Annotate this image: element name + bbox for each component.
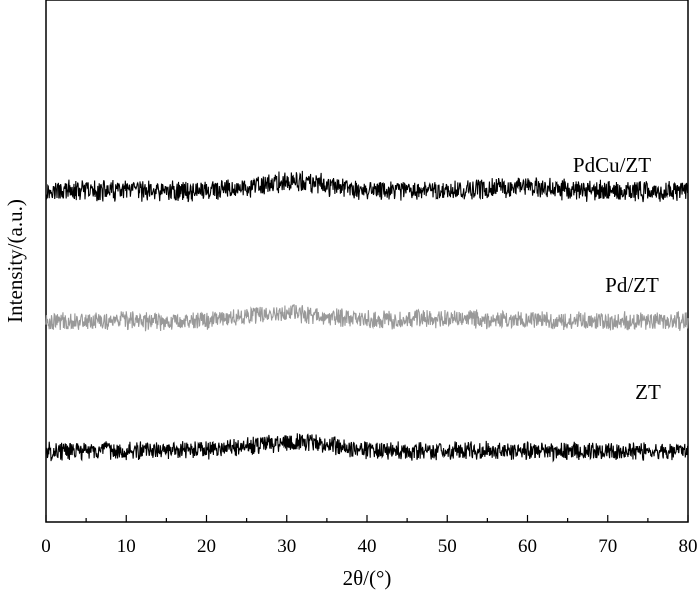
x-tick-label: 50: [438, 536, 457, 557]
x-tick-label: 60: [518, 536, 537, 557]
series-line-pd-zt: [45, 304, 689, 332]
x-tick-label: 40: [358, 536, 377, 557]
series-label: Pd/ZT: [605, 273, 659, 297]
x-tick-label: 10: [117, 536, 136, 557]
x-axis-tick-labels: 0 10 20 30 40 50 60 70 80: [41, 536, 697, 557]
x-axis-title: 2θ/(°): [343, 566, 392, 590]
y-axis-title: Intensity/(a.u.): [3, 199, 27, 323]
x-tick-label: 80: [679, 536, 698, 557]
x-axis-ticks: [45, 515, 689, 522]
x-tick-label: 70: [598, 536, 617, 557]
series-labels: PdCu/ZT Pd/ZT ZT: [573, 153, 661, 404]
x-tick-label: 20: [197, 536, 216, 557]
series-line-zt: [45, 433, 689, 463]
series-label: ZT: [635, 380, 661, 404]
x-tick-label: 0: [41, 536, 51, 557]
series-label: PdCu/ZT: [573, 153, 651, 177]
x-tick-label: 30: [277, 536, 296, 557]
series-line-pdcu-zt: [45, 170, 689, 203]
series-layer: [45, 170, 689, 463]
